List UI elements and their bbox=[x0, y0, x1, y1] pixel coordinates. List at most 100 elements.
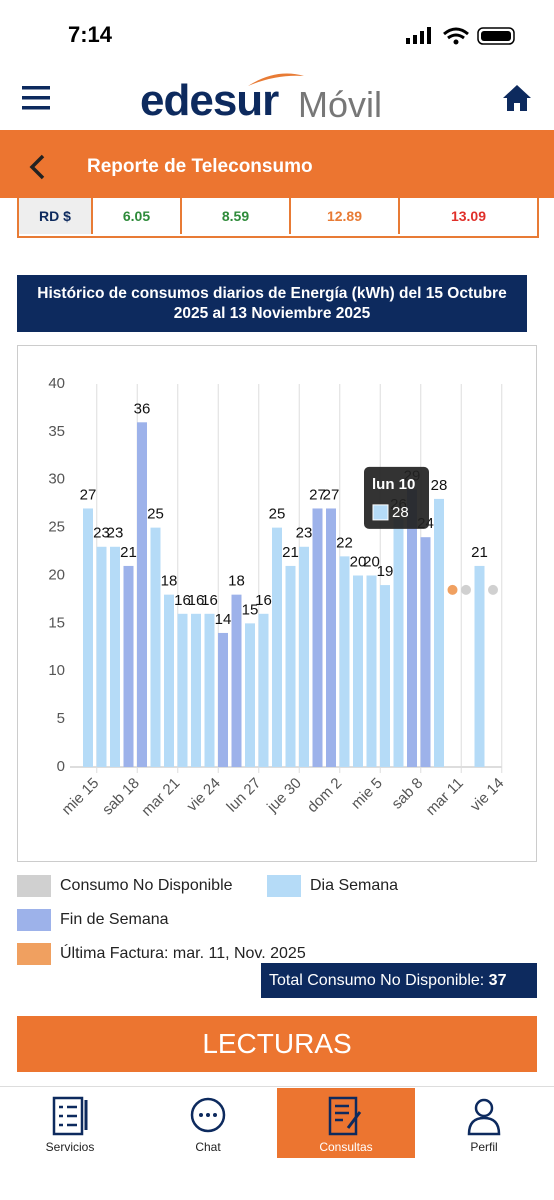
bar bbox=[420, 537, 431, 767]
tab-label: Perfil bbox=[470, 1140, 498, 1154]
data-label: 19 bbox=[377, 563, 394, 580]
bar bbox=[204, 613, 215, 767]
chart-title: Histórico de consumos diarios de Energía… bbox=[17, 275, 527, 332]
total-label: Total Consumo No Disponible: bbox=[269, 972, 485, 989]
y-tick-label: 35 bbox=[48, 423, 65, 440]
data-label: 27 bbox=[323, 486, 340, 503]
bar bbox=[245, 623, 255, 767]
y-tick-label: 5 bbox=[57, 710, 65, 727]
bar bbox=[380, 585, 390, 767]
data-label: 36 bbox=[134, 400, 151, 417]
legend-label: Fin de Semana bbox=[60, 911, 169, 928]
status-icons bbox=[406, 27, 515, 45]
bar bbox=[366, 575, 377, 767]
x-tick-label: dom 2 bbox=[304, 775, 346, 817]
legend-swatch bbox=[17, 875, 51, 897]
x-tick-label: sab 18 bbox=[99, 775, 143, 819]
data-label: 16 bbox=[201, 592, 218, 609]
y-tick-label: 25 bbox=[48, 519, 65, 536]
data-label: 28 bbox=[431, 477, 448, 494]
data-label: 16 bbox=[174, 592, 191, 609]
lecturas-button[interactable]: LECTURAS bbox=[17, 1016, 537, 1072]
data-label: 20 bbox=[363, 553, 380, 570]
menu-button[interactable] bbox=[22, 86, 50, 110]
back-button[interactable] bbox=[28, 154, 48, 180]
total-value: 37 bbox=[488, 972, 507, 989]
tooltip-swatch bbox=[372, 504, 389, 521]
data-label: 21 bbox=[282, 544, 299, 561]
bar bbox=[474, 565, 485, 767]
x-tick-label: vie 24 bbox=[184, 775, 224, 815]
tooltip-value: 28 bbox=[392, 504, 409, 521]
data-label: 27 bbox=[309, 486, 326, 503]
x-tick-label: mar 11 bbox=[423, 775, 467, 819]
data-label: 18 bbox=[228, 573, 245, 590]
legend-swatch bbox=[17, 909, 51, 931]
tab-selected[interactable]: Consultas bbox=[277, 1088, 415, 1158]
tariff-value: 6.05 bbox=[93, 198, 182, 234]
nav-title: Reporte de Teleconsumo bbox=[87, 156, 313, 177]
legend-swatch bbox=[267, 875, 301, 897]
data-label: 20 bbox=[350, 553, 367, 570]
x-tick-label: jue 30 bbox=[263, 775, 305, 817]
bar bbox=[231, 594, 242, 767]
bar bbox=[326, 508, 336, 767]
data-label: 21 bbox=[120, 544, 137, 561]
bar bbox=[177, 613, 188, 767]
data-label: 14 bbox=[215, 611, 232, 628]
legend-swatch bbox=[17, 943, 51, 965]
data-label: 23 bbox=[296, 525, 313, 542]
bar bbox=[164, 594, 174, 767]
legend-label: Última Factura: mar. 11, Nov. 2025 bbox=[60, 945, 306, 962]
data-label: 22 bbox=[336, 534, 353, 551]
data-label: 23 bbox=[93, 525, 110, 542]
tariff-value: 12.89 bbox=[291, 198, 400, 234]
bar bbox=[353, 575, 363, 767]
home-button[interactable] bbox=[502, 84, 532, 112]
x-tick-label: vie 14 bbox=[467, 775, 507, 815]
bar bbox=[150, 527, 161, 767]
y-tick-label: 30 bbox=[48, 471, 65, 488]
data-label: 23 bbox=[107, 525, 124, 542]
tariff-value: 8.59 bbox=[182, 198, 291, 234]
nav-bar bbox=[0, 130, 554, 198]
x-tick-label: sab 8 bbox=[388, 775, 426, 813]
marker bbox=[447, 584, 458, 595]
data-label: 25 bbox=[269, 506, 286, 523]
tab[interactable]: Servicios bbox=[1, 1088, 139, 1158]
tab-label: Servicios bbox=[45, 1140, 95, 1154]
bar bbox=[83, 508, 93, 767]
marker bbox=[488, 584, 498, 595]
tab[interactable]: Chat bbox=[139, 1088, 277, 1158]
bar bbox=[272, 527, 282, 767]
bar bbox=[339, 556, 350, 767]
brand-suffix: Móvil bbox=[298, 84, 383, 125]
data-label: 18 bbox=[161, 573, 178, 590]
tab-divider bbox=[0, 1086, 554, 1087]
y-tick-label: 20 bbox=[48, 566, 65, 583]
bar bbox=[96, 546, 107, 767]
tooltip-title: lun 10 bbox=[372, 476, 415, 493]
data-label: 15 bbox=[242, 601, 259, 618]
status-time: 7:14 bbox=[68, 22, 113, 47]
legend-label: Dia Semana bbox=[310, 877, 399, 894]
marker bbox=[461, 584, 471, 595]
bar bbox=[191, 613, 201, 767]
bar bbox=[299, 546, 309, 767]
bar bbox=[137, 422, 147, 767]
bar bbox=[218, 632, 228, 767]
tab-label: Chat bbox=[195, 1140, 221, 1154]
total-box: Total Consumo No Disponible: 37 bbox=[261, 963, 537, 998]
tariff-label: RD $ bbox=[19, 198, 93, 234]
data-label: 21 bbox=[471, 544, 488, 561]
brand-swoosh bbox=[248, 73, 304, 86]
x-tick-label: mie 5 bbox=[348, 775, 386, 813]
data-label: 25 bbox=[147, 506, 164, 523]
tab[interactable]: Perfil bbox=[415, 1088, 553, 1158]
bar bbox=[285, 565, 296, 767]
x-tick-label: mie 15 bbox=[59, 775, 103, 819]
x-tick-label: lun 27 bbox=[223, 775, 264, 816]
tariff-row: RD $ 6.05 8.59 12.89 13.09 bbox=[17, 198, 539, 238]
